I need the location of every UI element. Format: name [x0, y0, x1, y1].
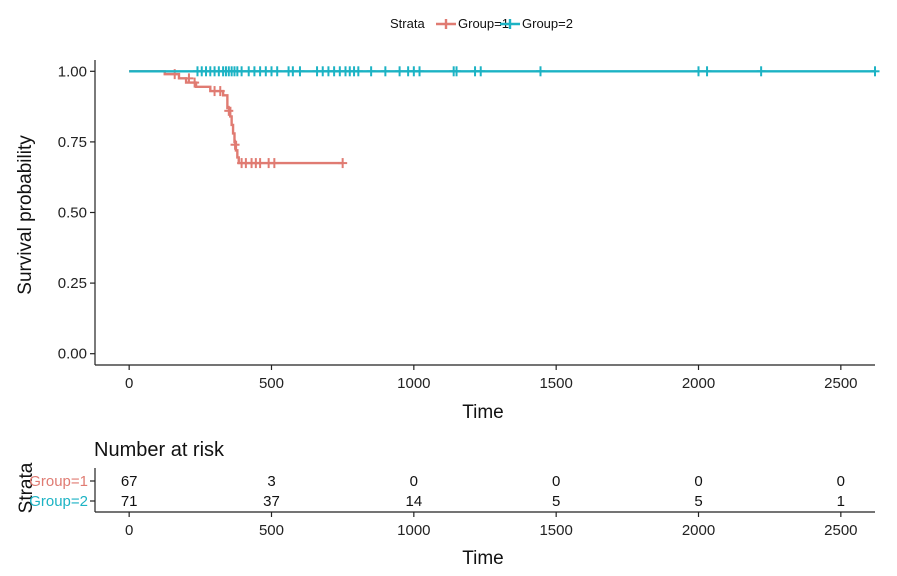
- legend-label-group-2: Group=2: [522, 16, 573, 31]
- legend: Strata Group=1 Group=2: [390, 16, 573, 31]
- risk-x-tick-label-2: 1000: [397, 522, 430, 539]
- risk-value-group-2-0: 71: [121, 493, 138, 510]
- censor-mark-group-2-44: [756, 66, 766, 77]
- risk-row-label-2: Group=2: [29, 493, 88, 510]
- censor-mark-group-2-38: [452, 66, 462, 77]
- risk-value-group-1-3: 0: [552, 473, 560, 490]
- x-tick-label-4: 2000: [682, 375, 715, 392]
- censor-mark-group-2-41: [536, 66, 546, 77]
- legend-title: Strata: [390, 16, 425, 31]
- risk-table-axes: [94, 468, 875, 513]
- risk-value-group-2-1: 37: [263, 493, 280, 510]
- censor-mark-group-2-33: [395, 66, 405, 77]
- censor-mark-group-2-45: [870, 66, 880, 77]
- censor-mark-group-1-1: [184, 73, 194, 84]
- censor-mark-group-2-31: [366, 66, 376, 77]
- censor-mark-group-2-40: [476, 66, 486, 77]
- risk-table-rows: Group=1 67 3 0 0 0 0 Group=2 71 37 14 5 5 1: [29, 473, 845, 510]
- censor-mark-group-1-5: [224, 105, 234, 116]
- risk-x-tick-label-5: 2500: [824, 522, 857, 539]
- y-axis-title: Survival probability: [15, 135, 36, 295]
- risk-x-tick-label-4: 2000: [682, 522, 715, 539]
- censor-mark-group-2-42: [694, 66, 704, 77]
- censor-mark-group-1-2: [190, 77, 200, 88]
- censor-mark-group-2-36: [415, 66, 425, 77]
- legend-item-group-1: Group=1: [436, 16, 509, 31]
- risk-value-group-1-2: 0: [410, 473, 418, 490]
- risk-value-group-2-2: 14: [405, 493, 422, 510]
- y-ticks: 0.00 0.25 0.50 0.75 1.00: [58, 63, 95, 363]
- x-tick-label-5: 2500: [824, 375, 857, 392]
- risk-value-group-1-4: 0: [694, 473, 702, 490]
- censor-mark-group-2-18: [272, 66, 282, 77]
- risk-value-group-1-5: 0: [837, 473, 845, 490]
- x-tick-label-0: 0: [125, 375, 133, 392]
- risk-x-tick-label-0: 0: [125, 522, 133, 539]
- x-tick-label-3: 1500: [539, 375, 572, 392]
- censor-mark-group-1-14: [338, 158, 348, 169]
- censor-mark-group-2-32: [380, 66, 390, 77]
- x-ticks: 0 500 1000 1500 2000 2500: [125, 365, 858, 392]
- censor-mark-group-1-13: [269, 158, 279, 169]
- y-tick-label-4: 1.00: [58, 63, 87, 80]
- risk-value-group-2-5: 1: [837, 493, 845, 510]
- censor-mark-group-1-4: [215, 86, 225, 97]
- y-tick-label-2: 0.50: [58, 205, 87, 222]
- risk-x-axis-title: Time: [462, 548, 504, 569]
- legend-label-group-1: Group=1: [458, 16, 509, 31]
- risk-value-group-2-4: 5: [694, 493, 702, 510]
- x-tick-label-2: 1000: [397, 375, 430, 392]
- y-tick-label-1: 0.25: [58, 275, 87, 292]
- censor-mark-group-1-11: [255, 158, 265, 169]
- survival-curves: [129, 66, 880, 169]
- main-plot-axes: [94, 60, 875, 366]
- risk-x-tick-label-3: 1500: [539, 522, 572, 539]
- censor-mark-group-2-43: [702, 66, 712, 77]
- x-tick-label-1: 500: [259, 375, 284, 392]
- censor-mark-group-2-30: [353, 66, 363, 77]
- risk-value-group-2-3: 5: [552, 493, 560, 510]
- y-tick-label-0: 0.00: [58, 346, 87, 363]
- legend-item-group-2: Group=2: [500, 16, 573, 31]
- risk-table-title: Number at risk: [94, 439, 225, 461]
- censor-mark-group-1-6: [230, 139, 240, 150]
- y-tick-label-3: 0.75: [58, 134, 87, 151]
- censor-mark-group-2-21: [295, 66, 305, 77]
- risk-x-ticks: 0 500 1000 1500 2000 2500: [125, 512, 858, 539]
- risk-table-y-title: Strata: [16, 462, 37, 513]
- x-axis-title: Time: [462, 402, 504, 423]
- risk-row-label-1: Group=1: [29, 473, 88, 490]
- risk-x-tick-label-1: 500: [259, 522, 284, 539]
- risk-value-group-1-1: 3: [267, 473, 275, 490]
- risk-value-group-1-0: 67: [121, 473, 138, 490]
